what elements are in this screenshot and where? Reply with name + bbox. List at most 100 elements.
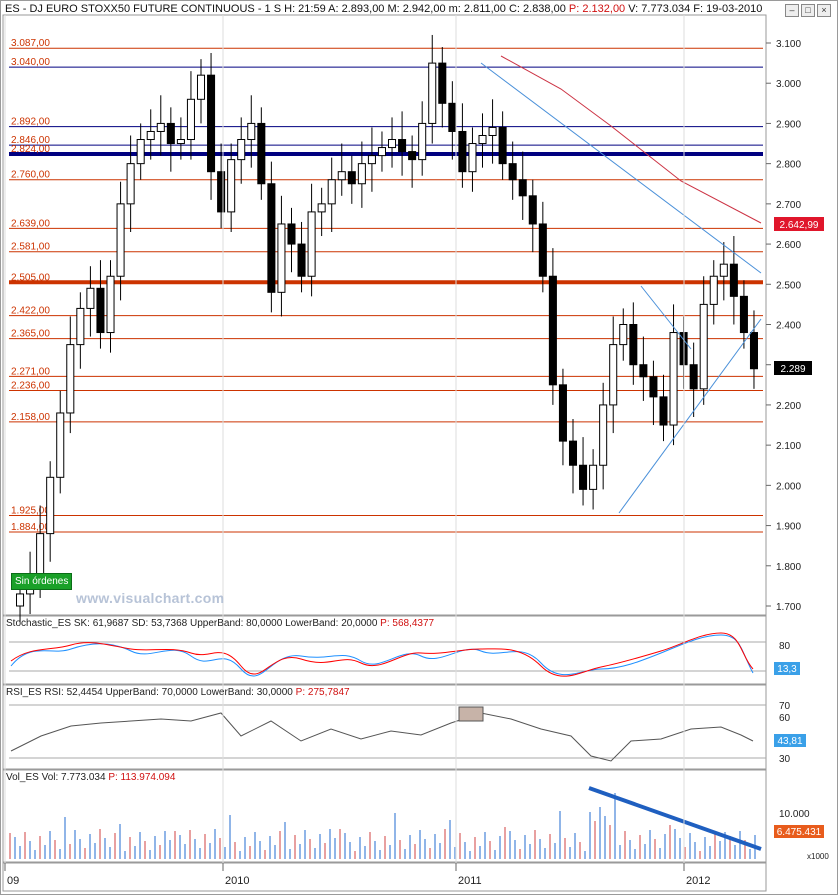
- volume-bar: [464, 842, 466, 859]
- volume-bar: [399, 840, 401, 859]
- volume-bar: [734, 845, 736, 859]
- window-buttons: – □ ×: [785, 4, 831, 17]
- last-price-badge: [774, 361, 812, 375]
- maximize-button[interactable]: □: [801, 4, 815, 17]
- channel-line[interactable]: [640, 285, 692, 350]
- candle-body: [518, 179, 527, 197]
- price-panel: [2, 14, 767, 616]
- stoch-80-tick: 80: [779, 641, 791, 652]
- candle-body: [448, 102, 457, 132]
- volume-bar: [639, 835, 641, 859]
- volume-bar: [589, 812, 591, 859]
- volume-bar: [404, 849, 406, 859]
- volume-bar: [134, 846, 136, 859]
- candle-body: [297, 243, 306, 277]
- stoch-p: P: 568,4377: [380, 618, 435, 629]
- rsi-30-tick: 30: [779, 754, 791, 765]
- price-tick-label: 1.700: [776, 602, 801, 613]
- uptrend-line[interactable]: [618, 318, 762, 514]
- volume-bar: [424, 839, 426, 859]
- downtrend-line[interactable]: [480, 62, 762, 274]
- candle-body: [619, 324, 628, 346]
- rsi-lines: [9, 704, 766, 762]
- candle-body: [689, 364, 698, 390]
- volume-bar: [19, 846, 21, 859]
- volume-bar: [624, 831, 626, 859]
- volume-bar: [614, 793, 616, 859]
- volume-bar: [119, 824, 121, 859]
- candle-body: [16, 593, 25, 607]
- candle-body: [166, 122, 175, 145]
- volume-bar: [214, 829, 216, 859]
- volume-bar: [579, 842, 581, 859]
- volume-bar: [359, 837, 361, 859]
- candle-body: [237, 139, 246, 161]
- volume-bar: [89, 834, 91, 859]
- volume-bar: [519, 849, 521, 859]
- level-label: 3.040,00: [11, 57, 50, 68]
- volume-bar: [664, 834, 666, 859]
- stoch-value-label: 13,3: [777, 664, 797, 675]
- volume-bar: [629, 840, 631, 859]
- volume-bar: [694, 842, 696, 859]
- volume-bar: [129, 837, 131, 859]
- volume-bar: [384, 836, 386, 859]
- volume-bar: [504, 827, 506, 859]
- candle-body: [217, 171, 226, 213]
- volume-bar: [709, 846, 711, 859]
- volume-bar: [189, 830, 191, 859]
- candle-body: [629, 324, 638, 366]
- volume-bar: [64, 817, 66, 859]
- candle-body: [438, 62, 447, 104]
- volume-bar: [434, 834, 436, 859]
- volume-bar: [319, 834, 321, 859]
- candle-body: [357, 163, 366, 185]
- sin-ordenes-badge[interactable]: Sin órdenes: [11, 573, 73, 590]
- volume-bar: [364, 846, 366, 859]
- level-label: 2.158,00: [11, 412, 50, 423]
- volume-bar: [739, 831, 741, 859]
- candlesticks: [16, 34, 758, 623]
- stochastic-panel: [2, 615, 767, 685]
- stoch-header: Stochastic_ES SK: 61,9687 SD: 53,7368 Up…: [6, 618, 434, 629]
- volume-bar: [524, 835, 526, 859]
- volume-bar: [104, 838, 106, 859]
- volume-bar: [549, 834, 551, 859]
- level-label: 2.892,00: [11, 117, 50, 128]
- volume-trend-line[interactable]: [588, 786, 762, 851]
- vol-10000-tick: 10.000: [779, 809, 810, 820]
- level-label: 2.422,00: [11, 306, 50, 317]
- candle-body: [277, 223, 286, 293]
- volume-bar: [529, 844, 531, 859]
- volume-bar: [109, 847, 111, 859]
- volume-bar: [594, 821, 596, 859]
- candle-body: [388, 139, 397, 149]
- level-label: 2.846,00: [11, 135, 50, 146]
- price-tick-label: 3.000: [776, 79, 801, 90]
- candle-body: [347, 171, 356, 185]
- volume-bar: [439, 843, 441, 859]
- volume-bar: [334, 838, 336, 859]
- horizontal-levels: 3.087,00 3.040,00 2.892,00 2.846,002.824,00…: [9, 38, 763, 533]
- stochastic-lines: [9, 632, 766, 677]
- volume-bar: [604, 816, 606, 859]
- candle-body: [337, 171, 346, 181]
- price-axis: 1.7001.8001.9002.0002.1002.2002.3002.400…: [766, 39, 801, 613]
- volume-bar: [29, 841, 31, 859]
- candle-body: [729, 263, 738, 297]
- minimize-button[interactable]: –: [785, 4, 799, 17]
- ohlc-values: H: 21:59 A: 2.893,00 M: 2.942,00 m: 2.81…: [284, 3, 566, 15]
- candle-body: [579, 464, 588, 490]
- stoch-k-line: [10, 632, 754, 677]
- candle-body: [307, 211, 316, 277]
- rsi-note-marker[interactable]: [458, 706, 484, 722]
- rsi-p: P: 275,7847: [295, 687, 350, 698]
- volume-bar: [489, 841, 491, 859]
- candle-body: [176, 139, 185, 145]
- volume-bar: [289, 849, 291, 859]
- rsi-60-tick: 60: [779, 713, 791, 724]
- close-button[interactable]: ×: [817, 4, 831, 17]
- candle-body: [428, 62, 437, 124]
- volume-bar: [224, 847, 226, 859]
- volume-bar: [444, 829, 446, 859]
